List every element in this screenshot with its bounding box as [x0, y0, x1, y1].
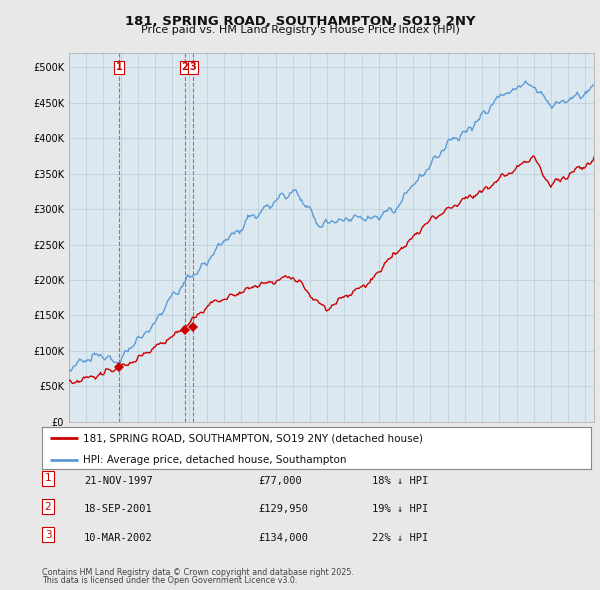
Text: 1: 1 [116, 63, 122, 73]
Text: 2: 2 [181, 63, 188, 73]
Text: 181, SPRING ROAD, SOUTHAMPTON, SO19 2NY (detached house): 181, SPRING ROAD, SOUTHAMPTON, SO19 2NY … [83, 434, 423, 444]
Text: HPI: Average price, detached house, Southampton: HPI: Average price, detached house, Sout… [83, 455, 347, 465]
Text: 1: 1 [44, 473, 52, 483]
Text: This data is licensed under the Open Government Licence v3.0.: This data is licensed under the Open Gov… [42, 576, 298, 585]
Text: Price paid vs. HM Land Registry's House Price Index (HPI): Price paid vs. HM Land Registry's House … [140, 25, 460, 35]
Text: 21-NOV-1997: 21-NOV-1997 [84, 476, 153, 486]
Text: 181, SPRING ROAD, SOUTHAMPTON, SO19 2NY: 181, SPRING ROAD, SOUTHAMPTON, SO19 2NY [125, 15, 475, 28]
Text: 19% ↓ HPI: 19% ↓ HPI [372, 504, 428, 514]
Text: 10-MAR-2002: 10-MAR-2002 [84, 533, 153, 543]
Text: 18-SEP-2001: 18-SEP-2001 [84, 504, 153, 514]
Text: 3: 3 [190, 63, 196, 73]
Text: 18% ↓ HPI: 18% ↓ HPI [372, 476, 428, 486]
Text: 2: 2 [44, 502, 52, 512]
Text: Contains HM Land Registry data © Crown copyright and database right 2025.: Contains HM Land Registry data © Crown c… [42, 568, 354, 577]
Text: £77,000: £77,000 [258, 476, 302, 486]
Text: 22% ↓ HPI: 22% ↓ HPI [372, 533, 428, 543]
Text: £129,950: £129,950 [258, 504, 308, 514]
Text: £134,000: £134,000 [258, 533, 308, 543]
Text: 3: 3 [44, 530, 52, 540]
